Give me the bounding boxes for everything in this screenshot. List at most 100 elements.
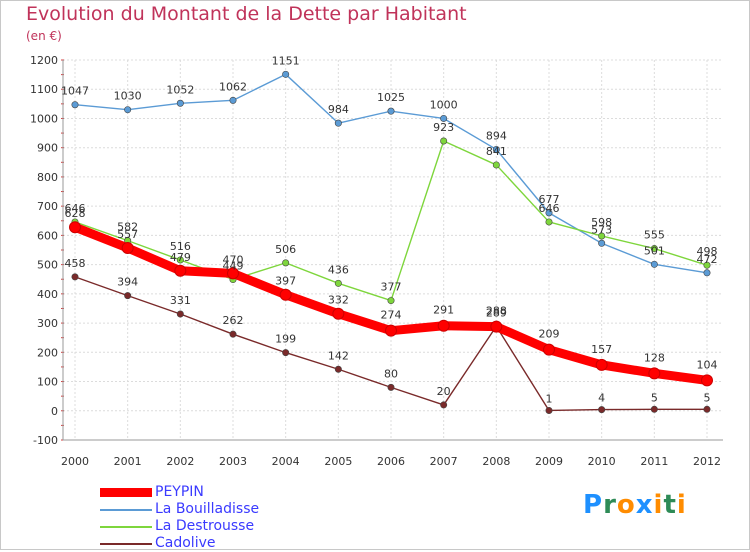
data-label: 1062: [219, 80, 247, 93]
data-point: [701, 374, 713, 387]
legend-label: La Destrousse: [155, 518, 255, 534]
data-label: 291: [433, 304, 454, 317]
data-label: 557: [117, 228, 138, 241]
data-label: 1000: [430, 98, 458, 111]
data-label: 646: [539, 202, 560, 215]
data-point: [334, 365, 342, 373]
data-label: 582: [117, 221, 138, 234]
data-point: [176, 256, 184, 264]
data-label: 142: [328, 349, 349, 362]
data-label: 472: [697, 253, 718, 266]
data-label: 288: [486, 305, 507, 318]
y-tick-label: 600: [37, 229, 58, 242]
data-point: [387, 383, 395, 391]
data-point: [387, 107, 395, 115]
y-tick-label: 900: [37, 142, 58, 155]
data-point: [71, 273, 79, 281]
data-label: 498: [697, 245, 718, 258]
legend-label: La Bouilladisse: [155, 501, 260, 517]
data-point: [69, 221, 81, 234]
data-point: [282, 259, 290, 267]
data-label: 516: [170, 240, 191, 253]
data-label: 199: [275, 333, 296, 346]
data-label: 555: [644, 229, 665, 242]
legend-item: La Destrousse: [100, 518, 259, 535]
data-point: [332, 307, 345, 320]
brand-letter: i: [676, 490, 687, 520]
data-point: [490, 320, 503, 333]
data-label: 894: [486, 129, 507, 142]
y-tick-label: 500: [37, 259, 58, 272]
data-point: [598, 239, 606, 247]
x-tick-label: 2009: [535, 455, 563, 468]
data-label: 262: [223, 314, 244, 327]
data-label: 1052: [166, 83, 194, 96]
data-label: 573: [591, 223, 612, 236]
data-point: [492, 145, 500, 153]
data-label: 20: [437, 385, 451, 398]
plot-area: [63, 60, 723, 440]
data-point: [543, 343, 555, 356]
data-point: [440, 114, 448, 122]
y-tick-label: 400: [37, 288, 58, 301]
y-tick-label: 1100: [30, 83, 58, 96]
data-label: 677: [539, 193, 560, 206]
legend-swatch: [100, 508, 152, 511]
axes: -100010020030040050060070080090010001100…: [30, 54, 723, 468]
x-tick-label: 2006: [377, 455, 405, 468]
data-label: 1030: [114, 90, 142, 103]
legend-swatch: [100, 488, 152, 497]
data-label: 1: [546, 392, 553, 405]
series-lines: [69, 70, 713, 414]
x-tick-label: 2011: [640, 455, 668, 468]
data-label: 646: [65, 202, 86, 215]
brand-letter: t: [663, 490, 677, 520]
data-point: [545, 406, 553, 414]
data-label: 377: [381, 281, 402, 294]
data-point: [174, 264, 187, 277]
data-label: 436: [328, 263, 349, 276]
chart-title: Evolution du Montant de la Dette par Hab…: [26, 3, 467, 25]
data-point: [282, 349, 290, 357]
data-point: [598, 406, 606, 414]
data-label: 458: [65, 257, 86, 270]
data-point: [598, 232, 606, 240]
data-point: [387, 297, 395, 305]
legend: PEYPIN La Bouilladisse La Destrousse Cadoli…: [100, 484, 259, 552]
data-point: [650, 405, 658, 413]
legend-label: Cadolive: [155, 535, 216, 551]
data-label: 470: [223, 253, 244, 266]
x-tick-label: 2012: [693, 455, 721, 468]
data-point: [229, 96, 237, 104]
brand-letter: r: [603, 490, 617, 520]
y-tick-label: 1200: [30, 54, 58, 67]
data-label: 331: [170, 294, 191, 307]
data-point: [703, 269, 711, 277]
data-point: [545, 209, 553, 217]
data-point: [71, 101, 79, 109]
data-label: 1151: [272, 54, 300, 67]
data-point: [334, 119, 342, 127]
data-point: [227, 267, 239, 280]
legend-item: Cadolive: [100, 535, 259, 552]
data-point: [650, 260, 658, 268]
data-labels: 1047 1030 1052 1062 1151 984 1025 1000 894 677 573…: [61, 54, 718, 405]
data-label: 628: [65, 207, 86, 220]
x-tick-label: 2004: [272, 455, 300, 468]
data-label: 1047: [61, 85, 89, 98]
data-label: 157: [591, 343, 612, 356]
brand-letter: o: [616, 490, 636, 520]
chart-unit: (en €): [26, 29, 62, 43]
legend-swatch: [100, 525, 152, 528]
data-point: [229, 330, 237, 338]
y-tick-label: 100: [37, 376, 58, 389]
data-label: 501: [644, 244, 665, 257]
data-point: [492, 161, 500, 169]
data-label: 128: [644, 351, 665, 364]
data-label: 506: [275, 243, 296, 256]
data-point: [440, 137, 448, 145]
x-tick-label: 2007: [430, 455, 458, 468]
grid: [63, 59, 723, 441]
data-label: 984: [328, 103, 349, 116]
